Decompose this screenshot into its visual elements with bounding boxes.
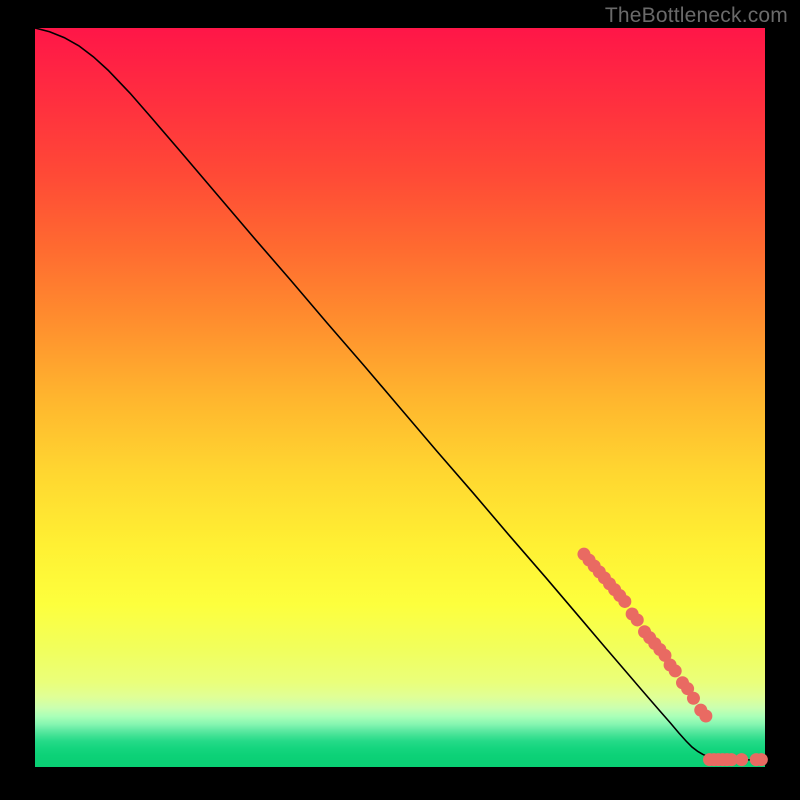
- scatter-marker: [631, 613, 644, 626]
- gradient-background: [35, 28, 765, 767]
- scatter-marker: [755, 753, 768, 766]
- scatter-marker: [669, 664, 682, 677]
- scatter-marker: [687, 692, 700, 705]
- scatter-marker: [618, 595, 631, 608]
- scatter-marker: [735, 753, 748, 766]
- frame: TheBottleneck.com: [0, 0, 800, 800]
- chart-svg: [0, 0, 800, 800]
- scatter-marker: [699, 710, 712, 723]
